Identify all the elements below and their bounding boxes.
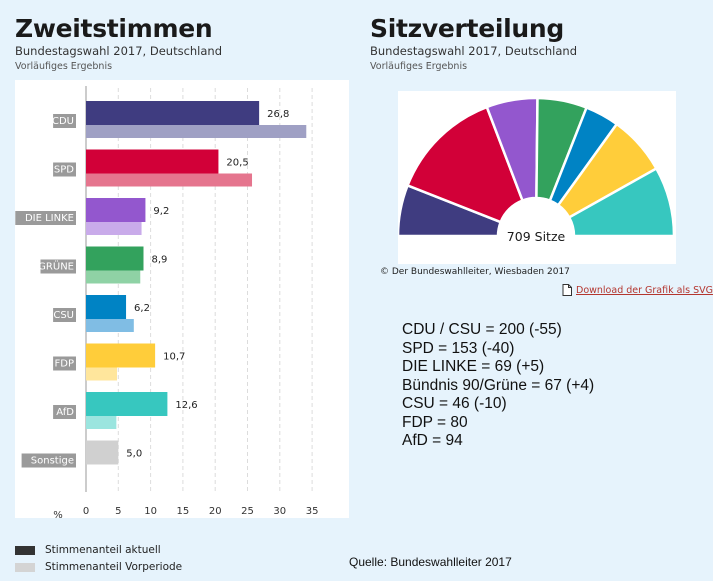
result-line: Bündnis 90/Grüne = 67 (+4) xyxy=(402,376,595,394)
category-label-bg xyxy=(53,114,76,128)
result-line: FDP = 80 xyxy=(402,413,468,431)
category-label: CSU xyxy=(53,308,76,322)
result-line: SPD = 153 (-40) xyxy=(402,339,515,357)
data-label: 12,6 xyxy=(175,400,197,411)
category-label-text: FDP xyxy=(55,359,74,370)
result-line: AfD = 94 xyxy=(402,432,463,449)
x-tick-label: 35 xyxy=(306,506,319,517)
category-label: FDP xyxy=(53,356,76,371)
copyright-note: © Der Bundeswahlleiter, Wiesbaden 2017 xyxy=(380,267,570,277)
data-label: 9,2 xyxy=(153,206,169,217)
bar-current xyxy=(86,198,146,222)
bar-current xyxy=(86,246,144,271)
bar-chart-note: Vorläufiges Ergebnis xyxy=(15,61,113,72)
category-label: DIE LINKE xyxy=(15,211,77,225)
bar-previous xyxy=(86,270,141,284)
legend-item-previous: Stimmenanteil Vorperiode xyxy=(15,561,182,573)
category-label-text: CSU xyxy=(53,310,74,321)
legend-label-current: Stimmenanteil aktuell xyxy=(45,544,161,556)
x-tick-label: 10 xyxy=(144,506,157,517)
category-label-bg xyxy=(53,308,76,322)
x-tick-label: 25 xyxy=(241,506,254,517)
category-label: GRÜNE xyxy=(38,259,76,274)
category-label-text: GRÜNE xyxy=(38,260,74,273)
seat-slice xyxy=(405,105,525,224)
category-label-bg xyxy=(53,356,76,371)
data-label: 26,8 xyxy=(267,109,289,120)
document-icon xyxy=(562,284,572,296)
bar-current xyxy=(86,149,219,174)
legend-swatch-current xyxy=(15,545,35,555)
result-line: DIE LINKE = 69 (+5) xyxy=(402,358,545,375)
bar-previous xyxy=(86,367,118,381)
bar-previous xyxy=(86,222,142,235)
download-svg-label[interactable]: Download der Grafik als SVG xyxy=(576,284,713,296)
seat-chart-base xyxy=(398,236,676,264)
x-tick-label: 5 xyxy=(115,506,121,517)
data-label: 6,2 xyxy=(134,303,150,314)
source-note: Quelle: Bundeswahlleiter 2017 xyxy=(349,555,512,569)
result-line: CDU / CSU = 200 (-55) xyxy=(402,321,562,338)
x-tick-label: 30 xyxy=(273,506,286,517)
x-tick-label: 20 xyxy=(209,506,222,517)
seat-chart-title: Sitzverteilung xyxy=(370,14,564,43)
download-svg-link[interactable]: Download der Grafik als SVG xyxy=(562,284,713,296)
x-tick-label: 15 xyxy=(177,506,190,517)
category-label-bg xyxy=(15,211,77,225)
results-list: CDU / CSU = 200 (-55) SPD = 153 (-40) DI… xyxy=(402,321,594,451)
category-label-bg xyxy=(53,405,76,419)
seat-chart: 709 Sitze xyxy=(398,96,676,264)
seat-chart-note: Vorläufiges Ergebnis xyxy=(370,61,468,72)
bar-previous xyxy=(86,319,134,332)
category-label-text: Sonstige xyxy=(31,456,74,467)
category-label-bg xyxy=(40,259,76,274)
data-label: 10,7 xyxy=(163,352,185,363)
x-tick-label: 0 xyxy=(83,506,89,517)
bar-current xyxy=(86,392,168,416)
x-axis-unit: % xyxy=(53,510,63,520)
category-label-text: SPD xyxy=(54,165,74,176)
bar-current xyxy=(86,295,127,319)
legend-swatch-previous xyxy=(15,562,35,572)
category-label: CDU xyxy=(52,114,76,128)
category-label-bg xyxy=(21,453,77,468)
category-label-text: AfD xyxy=(56,407,74,418)
bar-chart-subtitle: Bundestagswahl 2017, Deutschland xyxy=(15,44,223,58)
data-label: 20,5 xyxy=(226,158,248,169)
seat-total-label: 709 Sitze xyxy=(507,229,566,244)
bar-current xyxy=(86,440,119,465)
result-line: CSU = 46 (-10) xyxy=(402,395,507,412)
category-label-text: CDU xyxy=(52,116,74,127)
seat-chart-subtitle: Bundestagswahl 2017, Deutschland xyxy=(370,44,578,58)
seat-slice xyxy=(567,166,676,238)
data-label: 5,0 xyxy=(126,449,142,460)
data-label: 8,9 xyxy=(151,255,167,266)
bar-previous xyxy=(86,416,117,429)
bar-previous xyxy=(86,173,253,187)
category-label-bg xyxy=(53,162,76,177)
category-label: SPD xyxy=(53,162,76,177)
category-label: Sonstige xyxy=(21,453,77,468)
legend-item-current: Stimmenanteil aktuell xyxy=(15,544,161,556)
category-label: AfD xyxy=(53,405,76,419)
bar-previous xyxy=(86,125,307,138)
bar-chart-title: Zweitstimmen xyxy=(15,14,213,43)
bar-chart: CDU 26,8 SPD 20,5 DIE LINKE 9,2 GRÜNE 8,9 CSU 6,2… xyxy=(15,86,319,520)
legend-label-previous: Stimmenanteil Vorperiode xyxy=(45,561,183,573)
bar-current xyxy=(86,343,156,368)
category-label-text: DIE LINKE xyxy=(25,213,74,224)
bar-current xyxy=(86,101,260,125)
